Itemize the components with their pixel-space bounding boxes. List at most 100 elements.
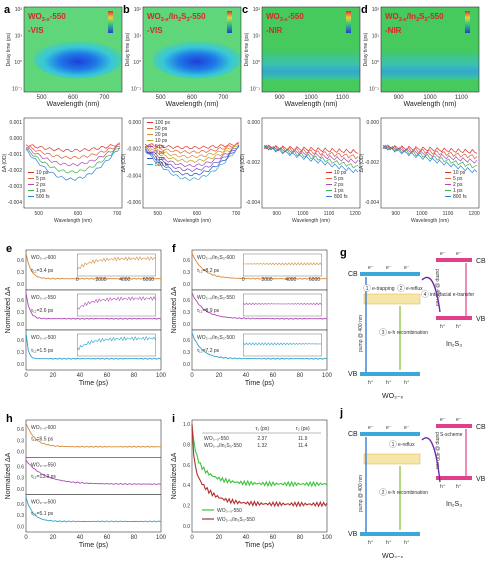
y-tick: 0.4 <box>183 483 190 489</box>
inset-x-tick: 6000 <box>143 277 154 283</box>
x-tick: 80 <box>297 373 304 379</box>
material-label: In₂S₃ <box>446 341 462 348</box>
x-tick: 1000 <box>304 95 318 101</box>
step-marker <box>389 440 397 448</box>
x-tick: 100 <box>322 535 333 541</box>
heatmap-range-label: -NIR <box>385 26 402 35</box>
ins-vb-band <box>436 316 472 320</box>
legend-label: 5 ps <box>36 176 46 182</box>
y-tick: -0.004 <box>8 200 22 206</box>
x-tick: 900 <box>275 95 286 101</box>
panel-letter: d <box>361 4 368 16</box>
spectrum-trace <box>144 145 240 163</box>
step-number: 3 <box>382 330 385 336</box>
legend-label: 2 ps <box>334 182 344 188</box>
legend-label: 100 ps <box>155 120 171 126</box>
y-tick: 10² <box>372 7 380 13</box>
label-part: WO <box>266 12 280 21</box>
panel-letter: i <box>172 413 175 425</box>
inset-x-tick: 6000 <box>309 277 320 283</box>
heatmap-d: d WO3-x/In2S3-550 -NIR 900 1000 1100Wavelengt… <box>361 4 480 108</box>
x-tick: 500 <box>35 211 44 217</box>
ins-cb-band <box>436 424 472 428</box>
tau-label: τ₁₂=8.9 ps <box>197 308 220 314</box>
y-axis-label: Delay time (ps) <box>363 32 369 66</box>
spectrum-trace <box>25 147 121 174</box>
x-tick: 600 <box>68 95 79 101</box>
legend-label: 5 ps <box>334 176 344 182</box>
legend-label: 10 ps <box>155 138 168 144</box>
material-label: WO₃₋ₓ <box>382 393 404 400</box>
wo3-vb-band <box>360 532 420 536</box>
y-axis-label: Normalized ΔA <box>5 286 12 333</box>
sample-label: WO₃₋ₓ-500 <box>31 335 56 341</box>
decay-trace <box>25 422 161 448</box>
inset-frame <box>243 253 322 277</box>
x-tick: 100 <box>322 373 333 379</box>
tau-label: τ₁₂=3.4 ps <box>31 268 54 274</box>
x-tick: 20 <box>50 373 57 379</box>
heatmap-sample-label: WO3-x-550 <box>266 12 304 23</box>
y-tick: 0.2 <box>183 504 190 510</box>
y-tick: 0.0 <box>17 362 24 368</box>
wo3-cb-band <box>360 432 420 436</box>
x-axis-label: Time (ps) <box>79 542 108 549</box>
x-tick: 80 <box>131 373 138 379</box>
label-part: /In <box>169 12 178 21</box>
label-part: -550 <box>288 12 305 21</box>
cb-label: CB <box>348 271 358 278</box>
x-tick: 60 <box>104 373 111 379</box>
tau-label: τ₁₂=13.9 ps <box>31 474 56 480</box>
y-axis-label: Normalized ΔA <box>171 286 178 333</box>
inset-x-tick: 4000 <box>119 277 130 283</box>
panel-letter: g <box>340 247 347 259</box>
table-cell: 11.4 <box>298 443 308 449</box>
y-tick: 10² <box>134 7 142 13</box>
label-part: WO <box>147 12 161 21</box>
heatmap-frame <box>380 6 480 93</box>
x-tick: 20 <box>50 535 57 541</box>
x-tick: 700 <box>218 95 229 101</box>
legend-label: 1 ps <box>36 188 46 194</box>
y-axis-label: ΔA (OD) <box>121 153 127 172</box>
tau-label: τ₁₂=1.5 ps <box>31 348 54 354</box>
label-part: WO <box>385 12 399 21</box>
spectrum-trace <box>144 146 240 182</box>
y-tick: -0.003 <box>8 184 22 190</box>
x-tick: 500 <box>156 95 167 101</box>
decay-trace <box>25 497 162 523</box>
y-tick: 0.3 <box>183 350 190 356</box>
heatmap-range-label: -VIS <box>147 26 163 35</box>
sample-label: WO₃₋ₓ-600 <box>31 255 56 261</box>
table-cell: 11.9 <box>298 436 308 442</box>
x-tick: 900 <box>394 95 405 101</box>
y-tick: 0.6 <box>17 465 24 471</box>
legend-label: WO₃₋ₓ/In₂S₃-550 <box>217 517 255 523</box>
decay-trace <box>25 292 162 320</box>
y-tick: 0.0 <box>183 524 190 530</box>
spectrum-trace <box>25 142 121 153</box>
cb-label: CB <box>476 258 486 265</box>
heatmap-signal <box>262 49 360 80</box>
sample-label: WO₃₋ₓ-600 <box>31 425 56 431</box>
inset-trace <box>243 262 322 266</box>
label-part: 3-x <box>42 17 51 23</box>
spectrum-trace <box>144 145 240 168</box>
kinetics-subframe <box>25 457 162 495</box>
inset-trace <box>77 336 156 351</box>
label-part: S <box>419 12 425 21</box>
panel-letter: a <box>4 4 11 16</box>
spectrum-trace <box>144 145 240 173</box>
y-tick: 0.3 <box>17 438 24 444</box>
band-scheme-j: j CB VB CB VB e⁻ h⁺ e⁻ h⁺ e⁻ h⁺ e⁻ h⁺ e⁻ h⁺ pump @ 400 … <box>339 407 486 560</box>
plot-frame <box>191 419 328 533</box>
wo3-vb-band <box>360 372 420 376</box>
tau-label: τ₁₂=5.1 ps <box>31 511 54 517</box>
y-tick: 0.6 <box>183 298 190 304</box>
y-tick: 0.000 <box>247 120 260 126</box>
x-tick: 1100 <box>336 95 350 101</box>
legend-label: WO₃₋ₓ-550 <box>217 508 242 514</box>
y-axis-label: ΔA (OD) <box>2 153 8 172</box>
vb-label: VB <box>476 476 486 483</box>
